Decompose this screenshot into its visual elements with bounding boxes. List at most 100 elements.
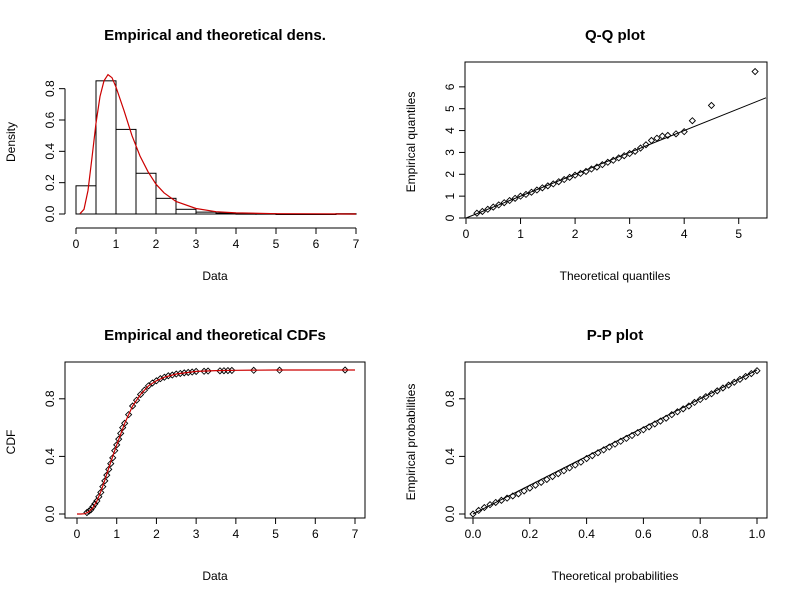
x-tick-label: 3 xyxy=(193,237,200,251)
data-point xyxy=(673,408,682,416)
data-point xyxy=(484,205,492,213)
empirical-point xyxy=(204,367,212,375)
data-point xyxy=(662,414,670,422)
data-point xyxy=(554,470,562,478)
x-tick-label: 1 xyxy=(113,237,120,251)
y-tick-label: 0.0 xyxy=(443,505,457,522)
data-point xyxy=(514,490,523,498)
data-point xyxy=(543,475,551,484)
data-point xyxy=(533,186,541,194)
x-tick-label: 7 xyxy=(352,527,359,541)
x-tick-label: 4 xyxy=(233,527,240,541)
data-point xyxy=(707,101,716,110)
x-tick-label: 0.0 xyxy=(465,527,482,541)
data-point xyxy=(475,506,483,515)
cdf-ylabel: CDF xyxy=(4,430,18,455)
x-tick-label: 0 xyxy=(73,237,80,251)
data-point xyxy=(713,387,721,395)
x-tick-label: 0 xyxy=(74,527,81,541)
pp-xlabel: Theoretical probabilities xyxy=(552,569,679,583)
data-point xyxy=(538,184,547,192)
cdf-panel: Empirical and theoretical CDFs Data CDF … xyxy=(4,327,366,583)
data-point xyxy=(492,498,500,507)
data-point xyxy=(680,128,688,136)
data-point xyxy=(631,147,639,155)
data-point xyxy=(582,167,590,176)
data-point xyxy=(685,402,693,410)
x-tick-label: 2 xyxy=(153,237,160,251)
data-point xyxy=(565,464,574,472)
hist-bar xyxy=(115,128,137,215)
data-point xyxy=(520,487,528,495)
data-point xyxy=(656,417,665,425)
data-point xyxy=(469,510,477,518)
data-point xyxy=(478,207,487,216)
data-point xyxy=(628,431,636,440)
data-point xyxy=(516,192,525,200)
data-point xyxy=(500,199,508,207)
data-point xyxy=(548,472,557,481)
data-point xyxy=(526,484,534,492)
data-point xyxy=(645,423,653,431)
data-point xyxy=(531,481,540,489)
data-point xyxy=(505,196,514,205)
empirical-point xyxy=(128,402,137,410)
empirical-point xyxy=(107,459,115,468)
y-tick-label: 0.4 xyxy=(443,448,457,465)
density-ylabel: Density xyxy=(4,122,18,162)
data-point xyxy=(587,165,596,173)
data-point xyxy=(473,209,481,217)
qq-title: Q-Q plot xyxy=(585,27,645,44)
data-point xyxy=(664,131,672,140)
data-point xyxy=(594,449,602,457)
y-tick-label: 6 xyxy=(443,83,457,90)
y-tick-label: 1 xyxy=(443,192,457,199)
empirical-point xyxy=(97,488,105,497)
data-point xyxy=(668,411,676,419)
x-tick-label: 5 xyxy=(735,227,742,241)
data-point xyxy=(742,372,750,381)
qq-xlabel: Theoretical quantiles xyxy=(560,269,671,283)
x-tick-label: 4 xyxy=(233,237,240,251)
data-point xyxy=(611,440,619,448)
data-point xyxy=(486,501,494,509)
data-point xyxy=(736,375,744,383)
data-point xyxy=(495,201,503,209)
data-point xyxy=(571,461,579,469)
data-point xyxy=(609,156,617,164)
y-tick-label: 0.0 xyxy=(43,205,57,222)
empirical-point xyxy=(132,396,141,404)
data-point xyxy=(634,429,642,437)
empirical-point xyxy=(192,367,200,376)
data-point xyxy=(537,478,545,486)
data-point xyxy=(620,152,628,160)
data-point xyxy=(636,144,645,152)
data-point xyxy=(615,154,623,162)
theoretical-cdf-line xyxy=(77,369,355,515)
data-point xyxy=(679,405,687,413)
empirical-point xyxy=(115,435,123,443)
data-point xyxy=(527,188,536,196)
hist-bar xyxy=(135,172,157,215)
data-point xyxy=(751,67,759,76)
data-point xyxy=(522,190,530,199)
data-point xyxy=(647,136,656,145)
data-point xyxy=(651,420,659,428)
data-point xyxy=(509,492,517,500)
density-title: Empirical and theoretical dens. xyxy=(104,27,326,44)
y-tick-label: 2 xyxy=(443,171,457,178)
qq-panel: Q-Q plot Theoretical quantiles Empirical… xyxy=(404,27,768,283)
x-tick-label: 2 xyxy=(572,227,579,241)
data-point xyxy=(593,163,601,171)
data-point xyxy=(497,496,506,504)
x-tick-label: 7 xyxy=(353,237,360,251)
y-tick-label: 0.8 xyxy=(43,390,57,407)
empirical-point xyxy=(124,411,133,419)
data-point xyxy=(653,134,661,142)
empirical-point xyxy=(89,503,97,511)
data-point xyxy=(549,180,557,188)
qq-ylabel: Empirical quantiles xyxy=(404,92,418,193)
data-point xyxy=(511,194,519,202)
empirical-point xyxy=(140,386,149,394)
data-point xyxy=(622,434,630,443)
